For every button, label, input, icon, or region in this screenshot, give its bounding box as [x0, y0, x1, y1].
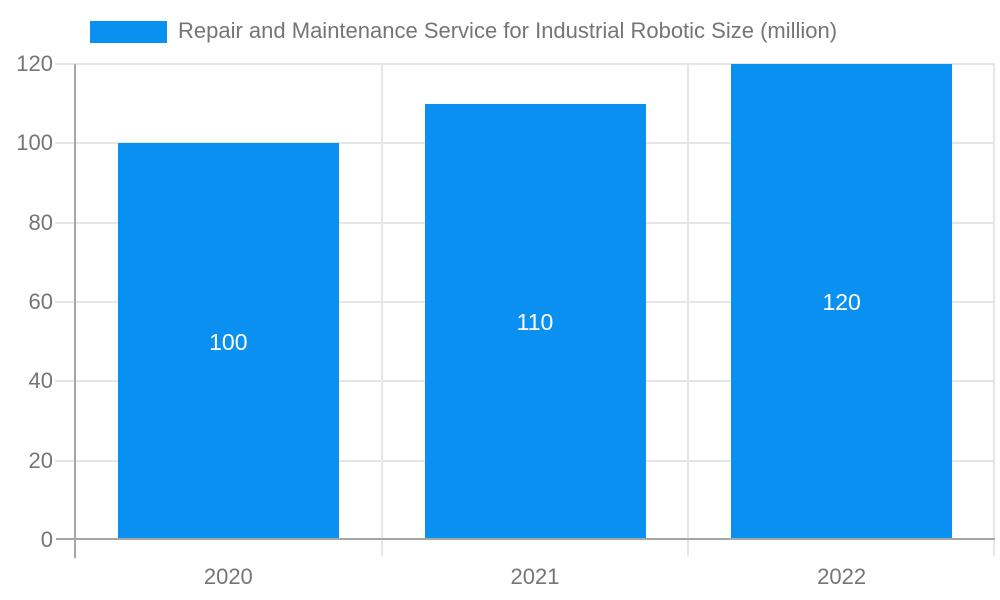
bar-value-label-2022: 120 [822, 289, 861, 315]
bar-value-label-2021: 110 [516, 308, 554, 335]
y-axis-label-20: 20 [28, 447, 53, 473]
x-axis-label-2020: 2020 [203, 564, 253, 589]
bar-2020[interactable] [117, 143, 339, 540]
category-separator [380, 64, 383, 556]
x-axis-label-2022: 2022 [817, 564, 867, 589]
y-axis-label-40: 40 [28, 368, 53, 394]
x-axis-label-2021: 2021 [510, 564, 560, 589]
y-axis-label-120: 120 [16, 51, 53, 76]
bar-2021[interactable] [424, 103, 646, 540]
plot-right-edge [993, 64, 995, 556]
legend: Repair and Maintenance Service for Indus… [0, 0, 1000, 56]
plot-area: 0 20 40 60 80 100 120 100 2020 110 2021 120 2022 [16, 51, 995, 589]
y-axis-label-60: 60 [28, 289, 53, 314]
x-axis-baseline [56, 538, 995, 540]
legend-swatch[interactable] [90, 21, 167, 43]
y-axis-label-100: 100 [16, 130, 53, 156]
y-axis-label-80: 80 [28, 209, 53, 235]
bar-2022[interactable] [731, 64, 953, 540]
y-axis-line [74, 64, 76, 558]
category-separator [687, 64, 690, 556]
y-axis-label-0: 0 [40, 527, 53, 552]
gridline-y-120 [55, 63, 995, 65]
bar-value-label-2020: 100 [209, 328, 248, 355]
legend-label[interactable]: Repair and Maintenance Service for Indus… [178, 18, 838, 43]
